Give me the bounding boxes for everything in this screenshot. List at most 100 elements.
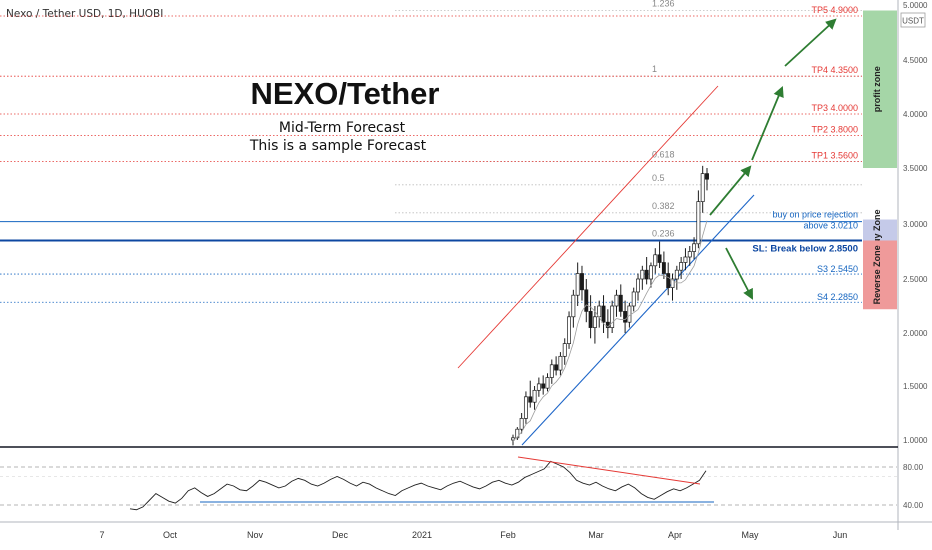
candle-body [549, 364, 554, 378]
time-tick-label: Mar [588, 530, 604, 540]
candle-body [588, 311, 593, 328]
candle-body [515, 428, 520, 439]
candle-body [640, 269, 645, 280]
price-tick-label: 1.0000 [903, 436, 928, 445]
price-tick-label: 4.5000 [903, 56, 928, 65]
candle-body [511, 437, 515, 441]
candle-body [687, 251, 692, 258]
time-tick-label: 2021 [412, 530, 432, 540]
price-tick-label: 5.0000 [903, 1, 928, 10]
candle-body [627, 305, 632, 323]
oscillator-tick-label: 80.00 [903, 463, 924, 472]
candle-body [657, 254, 662, 263]
candle-body [601, 305, 606, 323]
fib-level-label: 0.236 [652, 229, 675, 239]
candle-body [631, 291, 636, 307]
time-tick-label: Jun [833, 530, 848, 540]
candle-body [700, 173, 705, 202]
time-tick-label: Nov [247, 530, 264, 540]
candle-body [705, 173, 709, 180]
zone-band [863, 10, 897, 168]
price-tick-label: 3.5000 [903, 164, 928, 173]
zone-band [863, 219, 897, 241]
fib-level-label: 0.5 [652, 173, 665, 183]
fib-level-label: 1.236 [652, 0, 675, 9]
candle-body [562, 343, 567, 357]
support-label: S4 2.2850 [817, 292, 858, 302]
candle-body [554, 364, 559, 371]
target-label: TP2 3.8000 [811, 125, 858, 135]
candle-body [696, 201, 701, 245]
candle-body [545, 377, 550, 389]
price-tick-label: 2.5000 [903, 275, 928, 284]
forecast-arrow [725, 247, 753, 300]
time-tick-label: Apr [668, 530, 682, 540]
candle-body [523, 396, 528, 419]
time-tick-label: Oct [163, 530, 178, 540]
zone-label: Reverse Zone [872, 245, 882, 304]
candle-body [610, 305, 615, 328]
target-label: TP1 3.5600 [811, 151, 858, 161]
zone-band [863, 240, 897, 310]
candle-body [670, 278, 675, 288]
time-tick-label: 7 [99, 530, 104, 540]
candle-body [532, 389, 537, 403]
ascending-support-trendline [521, 194, 755, 446]
candle-body [580, 273, 584, 291]
candle-body [636, 278, 640, 293]
candle-body [644, 269, 649, 280]
candle-body [558, 355, 563, 371]
zone-label: profit zone [872, 66, 882, 112]
candle-body [614, 294, 619, 307]
oscillator-tick-label: 40.00 [903, 501, 924, 510]
candle-body [653, 254, 658, 267]
fib-level-label: 0.382 [652, 201, 675, 211]
candle-body [683, 256, 688, 263]
price-scale[interactable] [898, 0, 932, 550]
time-tick-label: May [741, 530, 759, 540]
stop-loss-label: SL: Break below 2.8500 [752, 244, 858, 255]
candle-body [649, 265, 653, 280]
forecast-arrow [751, 86, 784, 161]
candle-body [674, 269, 679, 280]
symbol-label: Nexo / Tether USD, 1D, HUOBI [6, 8, 163, 20]
candle-body [567, 316, 571, 344]
candle-body [519, 418, 524, 430]
buy-trigger-label: buy on price rejection [772, 210, 858, 220]
channel-top-trendline [457, 85, 719, 369]
fib-level-label: 1 [652, 64, 657, 74]
price-tick-label: 3.0000 [903, 220, 928, 229]
chart-title: NEXO/Tether [251, 76, 440, 111]
candle-body [541, 383, 546, 389]
candle-body [679, 262, 684, 271]
candle-body [528, 396, 533, 403]
buy-trigger-value: above 3.0210 [803, 221, 858, 231]
zone-label: Buy Zone [872, 210, 882, 251]
unit-badge-label: USDT [902, 17, 924, 26]
oscillator-line [129, 460, 707, 511]
candle-body [623, 311, 628, 323]
candle-body [692, 243, 697, 252]
candle-body [592, 316, 597, 328]
time-tick-label: Feb [500, 530, 516, 540]
unit-badge [900, 12, 926, 28]
chart-note: This is a sample Forecast [249, 138, 427, 154]
target-label: TP4 4.3500 [811, 65, 858, 75]
candle-body [571, 294, 576, 318]
moving-average-line [512, 220, 708, 442]
candle-body [536, 383, 541, 391]
candle-body [666, 273, 671, 288]
target-label: TP5 4.9000 [811, 5, 858, 15]
candle-body [575, 273, 580, 296]
forecast-arrow [784, 18, 837, 67]
price-tick-label: 1.5000 [903, 382, 928, 391]
price-tick-label: 4.0000 [903, 110, 928, 119]
fib-level-label: 0.618 [652, 150, 675, 160]
divergence-line [517, 456, 701, 485]
time-tick-label: Dec [332, 530, 349, 540]
candle-body [618, 294, 623, 312]
target-label: TP3 4.0000 [811, 103, 858, 113]
chart-subtitle: Mid-Term Forecast [279, 120, 406, 136]
forecast-arrow [709, 165, 752, 216]
